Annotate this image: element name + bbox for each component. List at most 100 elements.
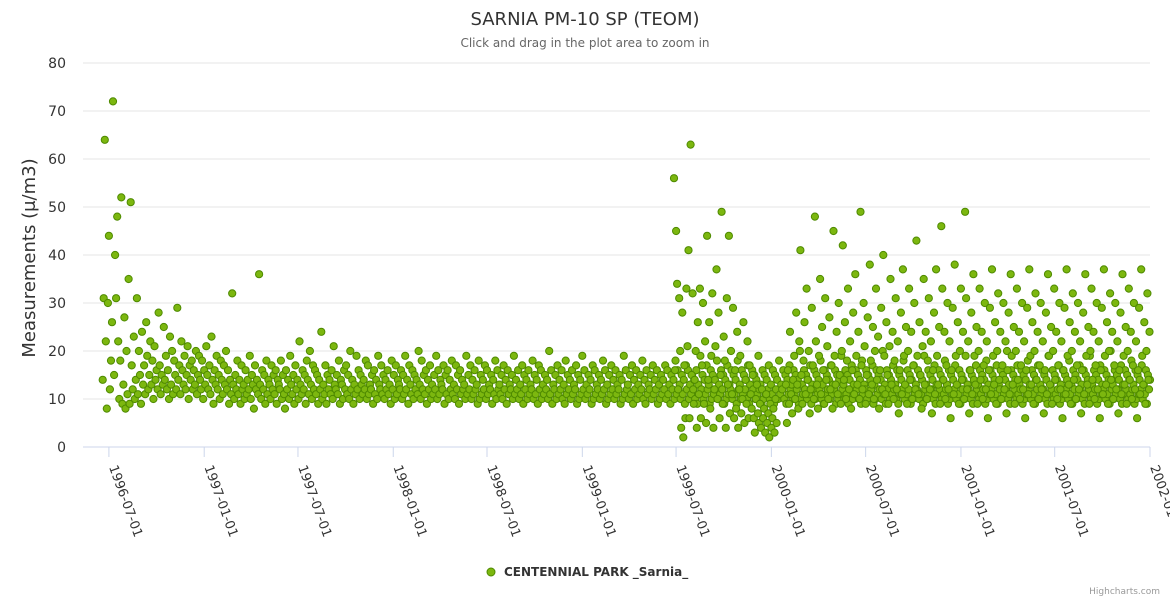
data-point[interactable] bbox=[110, 370, 119, 380]
data-point[interactable] bbox=[795, 337, 804, 346]
data-point[interactable] bbox=[247, 370, 256, 380]
data-point[interactable] bbox=[920, 380, 929, 389]
data-point[interactable] bbox=[808, 361, 817, 370]
data-point[interactable] bbox=[868, 322, 878, 332]
data-point[interactable] bbox=[359, 375, 368, 384]
data-point[interactable] bbox=[890, 356, 899, 365]
data-point[interactable] bbox=[1054, 361, 1063, 370]
data-point[interactable] bbox=[1140, 318, 1149, 327]
data-point[interactable] bbox=[1144, 385, 1154, 394]
data-point[interactable] bbox=[333, 390, 342, 399]
data-point[interactable] bbox=[829, 226, 838, 236]
data-point[interactable] bbox=[689, 385, 698, 394]
data-point[interactable] bbox=[936, 399, 945, 408]
data-point[interactable] bbox=[866, 356, 875, 365]
data-point[interactable] bbox=[817, 390, 826, 399]
data-point[interactable] bbox=[670, 366, 680, 375]
data-point[interactable] bbox=[1078, 366, 1087, 375]
data-point[interactable] bbox=[159, 322, 168, 332]
data-point[interactable] bbox=[958, 327, 968, 336]
data-point[interactable] bbox=[249, 404, 258, 413]
data-point[interactable] bbox=[1066, 399, 1075, 408]
data-point[interactable] bbox=[703, 231, 712, 240]
data-point[interactable] bbox=[1081, 270, 1090, 279]
data-point[interactable] bbox=[1074, 385, 1084, 394]
data-point[interactable] bbox=[793, 380, 802, 389]
data-point[interactable] bbox=[1080, 390, 1089, 399]
data-point[interactable] bbox=[352, 351, 361, 360]
data-point[interactable] bbox=[1095, 414, 1104, 423]
data-point[interactable] bbox=[897, 390, 907, 399]
data-point[interactable] bbox=[919, 274, 928, 284]
data-point[interactable] bbox=[105, 385, 115, 394]
data-point[interactable] bbox=[142, 318, 151, 327]
data-point[interactable] bbox=[788, 409, 797, 418]
data-point[interactable] bbox=[964, 337, 973, 346]
data-point[interactable] bbox=[905, 284, 914, 293]
data-point[interactable] bbox=[880, 351, 889, 360]
data-point[interactable] bbox=[766, 380, 776, 389]
data-point[interactable] bbox=[1049, 346, 1058, 356]
data-point[interactable] bbox=[991, 318, 1000, 327]
data-point[interactable] bbox=[837, 346, 846, 356]
data-point[interactable] bbox=[545, 346, 554, 356]
data-point[interactable] bbox=[733, 327, 742, 336]
data-point[interactable] bbox=[732, 404, 741, 413]
data-point[interactable] bbox=[927, 409, 937, 418]
data-point[interactable] bbox=[174, 375, 183, 384]
data-point[interactable] bbox=[619, 351, 628, 360]
data-point[interactable] bbox=[119, 380, 128, 389]
data-point[interactable] bbox=[754, 351, 763, 360]
data-point[interactable] bbox=[843, 284, 853, 293]
data-point[interactable] bbox=[973, 399, 982, 408]
data-point[interactable] bbox=[926, 337, 936, 346]
data-point[interactable] bbox=[623, 380, 633, 389]
data-point[interactable] bbox=[509, 351, 519, 360]
data-point[interactable] bbox=[833, 390, 842, 399]
data-point[interactable] bbox=[207, 332, 216, 341]
data-point[interactable] bbox=[641, 399, 650, 408]
data-point[interactable] bbox=[940, 327, 949, 336]
data-point[interactable] bbox=[183, 342, 192, 351]
data-point[interactable] bbox=[184, 394, 193, 404]
data-point[interactable] bbox=[319, 380, 328, 389]
data-point[interactable] bbox=[997, 394, 1006, 404]
data-point[interactable] bbox=[972, 322, 981, 332]
data-point[interactable] bbox=[1133, 414, 1142, 423]
data-point[interactable] bbox=[198, 356, 207, 365]
data-point[interactable] bbox=[518, 361, 527, 370]
data-point[interactable] bbox=[1040, 366, 1050, 375]
data-point[interactable] bbox=[1103, 399, 1113, 408]
data-point[interactable] bbox=[727, 390, 737, 399]
data-point[interactable] bbox=[718, 385, 727, 394]
data-point[interactable] bbox=[849, 308, 858, 317]
data-point[interactable] bbox=[822, 375, 831, 384]
data-point[interactable] bbox=[1043, 270, 1053, 279]
data-point[interactable] bbox=[809, 394, 818, 404]
data-point[interactable] bbox=[1109, 394, 1118, 404]
data-point[interactable] bbox=[971, 380, 980, 389]
data-point[interactable] bbox=[677, 423, 686, 432]
data-point[interactable] bbox=[892, 385, 901, 394]
data-point[interactable] bbox=[950, 260, 959, 269]
data-point[interactable] bbox=[937, 222, 946, 231]
data-point[interactable] bbox=[694, 390, 704, 399]
data-point[interactable] bbox=[994, 289, 1003, 298]
data-point[interactable] bbox=[108, 97, 118, 106]
data-point[interactable] bbox=[730, 414, 739, 423]
data-point[interactable] bbox=[864, 390, 873, 399]
data-point[interactable] bbox=[974, 346, 983, 356]
data-point[interactable] bbox=[321, 361, 330, 370]
data-point[interactable] bbox=[1015, 394, 1025, 404]
data-point[interactable] bbox=[791, 394, 800, 404]
data-point[interactable] bbox=[981, 385, 990, 394]
data-point[interactable] bbox=[736, 351, 745, 360]
data-point[interactable] bbox=[139, 380, 148, 389]
data-point[interactable] bbox=[802, 284, 811, 293]
data-point[interactable] bbox=[454, 399, 464, 408]
data-point[interactable] bbox=[128, 385, 137, 394]
legend-marker[interactable] bbox=[486, 567, 496, 577]
data-point[interactable] bbox=[1111, 298, 1120, 308]
data-point[interactable] bbox=[1056, 385, 1065, 394]
data-point[interactable] bbox=[828, 404, 837, 413]
